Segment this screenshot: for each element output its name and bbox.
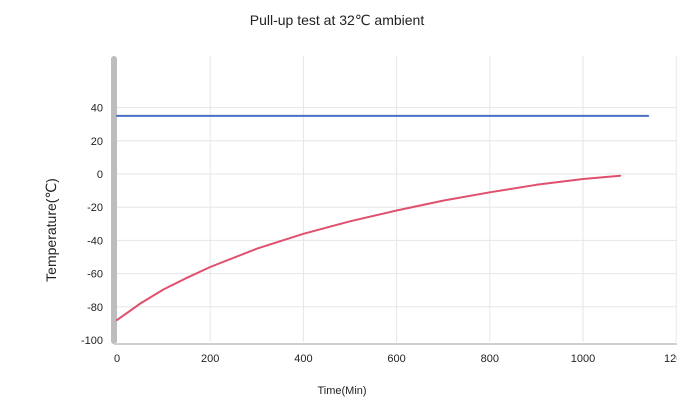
y-tick-label: -80 [87,302,103,314]
x-tick-label: 200 [201,353,219,365]
grid [117,56,677,342]
y-axis-label: Temperature(℃) [43,178,59,282]
x-axis-label: Time(Min) [317,385,366,397]
y-tick-label: 20 [91,136,103,148]
y-axis-bar [111,56,117,344]
x-tick-label: 800 [481,353,499,365]
chart-title: Pull-up test at 32℃ ambient [250,12,425,28]
series-layer [116,114,650,322]
y-tick-label: 0 [97,169,103,181]
x-axis-line [114,343,677,345]
series-line-2 [116,174,622,322]
y-tick-label: 40 [91,103,103,115]
y-tick-labels: 40 20 0 -20 -40 -60 -80 -100 [81,103,103,347]
y-tick-label: -60 [87,269,103,281]
x-tick-label: 0 [114,353,120,365]
x-tick-label: 600 [387,353,405,365]
y-tick-label: -40 [87,235,103,247]
x-tick-labels: 0 200 400 600 800 1000 1200 [114,353,677,365]
x-tick-label: 400 [294,353,312,365]
x-tick-label: 1000 [571,353,595,365]
y-tick-label: -20 [87,202,103,214]
y-tick-label: -100 [81,335,103,347]
x-tick-label: 1200 [664,353,677,365]
